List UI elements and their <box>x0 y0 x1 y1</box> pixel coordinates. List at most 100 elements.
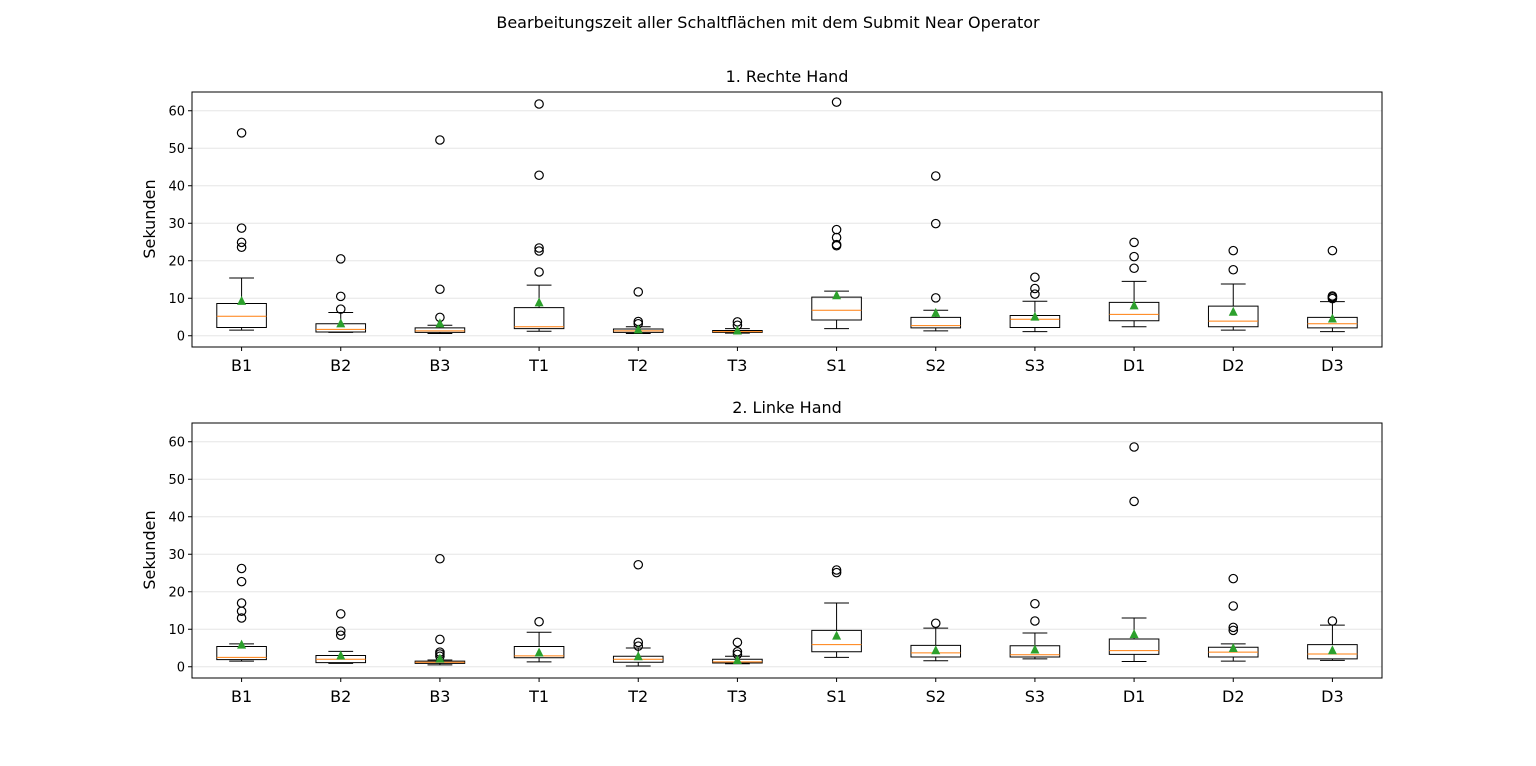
box-iqr <box>811 629 862 653</box>
x-tick-label: B2 <box>330 687 351 706</box>
outlier-point <box>732 637 743 648</box>
outlier-point <box>1228 245 1239 256</box>
outlier-point <box>435 553 445 564</box>
outlier-point <box>1030 598 1040 609</box>
outlier-point <box>831 565 842 575</box>
x-tick-label: D2 <box>1222 687 1245 706</box>
outlier-point <box>335 626 346 636</box>
x-tick-label: D3 <box>1321 687 1344 706</box>
outlier-point <box>633 287 644 297</box>
box-iqr <box>910 316 962 329</box>
plot-area-frame <box>191 422 1383 679</box>
outlier-point <box>1228 622 1239 633</box>
mean-marker <box>732 325 742 335</box>
mean-marker <box>633 651 643 661</box>
boxplot-b1 <box>216 128 267 331</box>
mean-marker <box>435 318 445 328</box>
x-tick-label: T1 <box>528 687 549 706</box>
mean-marker <box>931 645 941 655</box>
outlier-point <box>1327 245 1338 256</box>
x-axis-ticks: B1 B2 B3 T1 T2 T3 S1 S2 S3 D1 D2 D3 <box>231 347 1344 375</box>
box-iqr <box>1108 638 1160 655</box>
mean-marker <box>732 655 742 664</box>
boxplot-b1 <box>216 563 267 662</box>
outlier-point <box>335 254 346 264</box>
outlier-point <box>1129 263 1139 274</box>
boxplot-s3 <box>1009 598 1061 660</box>
mean-marker <box>237 295 247 305</box>
box-iqr <box>1307 644 1358 660</box>
boxplot-t2 <box>612 287 664 334</box>
outlier-point <box>534 616 544 627</box>
y-tick-label: 30 <box>168 548 185 563</box>
outlier-point <box>633 637 644 648</box>
outlier-point <box>236 613 247 623</box>
plot-area-frame <box>191 91 1383 348</box>
x-tick-label: S3 <box>1025 356 1045 375</box>
outlier-point <box>1030 272 1040 283</box>
boxplot-t1 <box>513 616 565 663</box>
y-tick-label: 50 <box>168 142 185 157</box>
outlier-point <box>534 170 544 181</box>
box-iqr <box>1207 305 1259 328</box>
x-tick-label: S1 <box>826 687 846 706</box>
outlier-point <box>1030 283 1040 294</box>
grid-lines <box>192 110 1382 337</box>
outlier-point <box>930 171 941 181</box>
outlier-point <box>831 239 842 250</box>
mean-marker <box>931 307 941 317</box>
outlier-point <box>534 246 544 256</box>
boxplot-t3 <box>712 637 763 665</box>
boxplot-s3 <box>1009 272 1061 333</box>
x-tick-label: T2 <box>627 687 648 706</box>
outlier-point <box>1129 442 1139 452</box>
outlier-point <box>1327 291 1338 301</box>
outlier-point <box>335 291 346 302</box>
box-iqr <box>513 307 565 330</box>
outlier-point <box>335 609 346 619</box>
outlier-point <box>335 630 346 641</box>
y-tick-label: 10 <box>168 623 185 638</box>
x-tick-label: T3 <box>726 687 747 706</box>
outlier-point <box>1228 573 1239 584</box>
mean-marker <box>237 639 247 649</box>
outlier-point <box>831 224 842 235</box>
y-tick-label: 30 <box>168 217 185 232</box>
x-tick-label: D1 <box>1123 687 1146 706</box>
y-tick-label: 0 <box>177 329 185 344</box>
boxplot-s2 <box>910 618 962 662</box>
boxplot-d2 <box>1207 573 1259 662</box>
subplot-rechte-hand: 1. Rechte Hand Sekunden 0 10 20 30 40 50 60 B1… <box>140 67 1383 375</box>
boxplot-t1 <box>513 99 565 332</box>
y-tick-label: 40 <box>168 510 185 525</box>
outlier-point <box>236 242 247 253</box>
mean-marker <box>1228 306 1238 316</box>
outlier-point <box>1327 616 1338 626</box>
outlier-point <box>534 243 544 253</box>
outlier-point <box>1129 251 1139 262</box>
outlier-point <box>831 567 842 578</box>
x-tick-label: D1 <box>1123 356 1146 375</box>
x-tick-label: T2 <box>627 356 648 375</box>
y-tick-label: 20 <box>168 585 185 600</box>
x-tick-label: B1 <box>231 356 252 375</box>
outlier-point <box>1030 616 1040 626</box>
mean-marker <box>1228 643 1238 652</box>
outlier-point <box>236 128 247 138</box>
outlier-point <box>534 99 544 109</box>
mean-marker <box>1129 629 1139 639</box>
outlier-point <box>236 223 247 233</box>
x-tick-label: S2 <box>926 356 946 375</box>
x-tick-label: B1 <box>231 687 252 706</box>
outlier-point <box>1228 625 1239 636</box>
boxplot-d1 <box>1108 442 1160 662</box>
y-tick-label: 20 <box>168 254 185 269</box>
x-axis-ticks: B1 B2 B3 T1 T2 T3 S1 S2 S3 D1 D2 D3 <box>231 678 1344 706</box>
mean-marker <box>336 318 346 328</box>
mean-marker <box>435 653 445 663</box>
boxplot-b3 <box>414 135 466 334</box>
mean-marker <box>1327 645 1337 655</box>
